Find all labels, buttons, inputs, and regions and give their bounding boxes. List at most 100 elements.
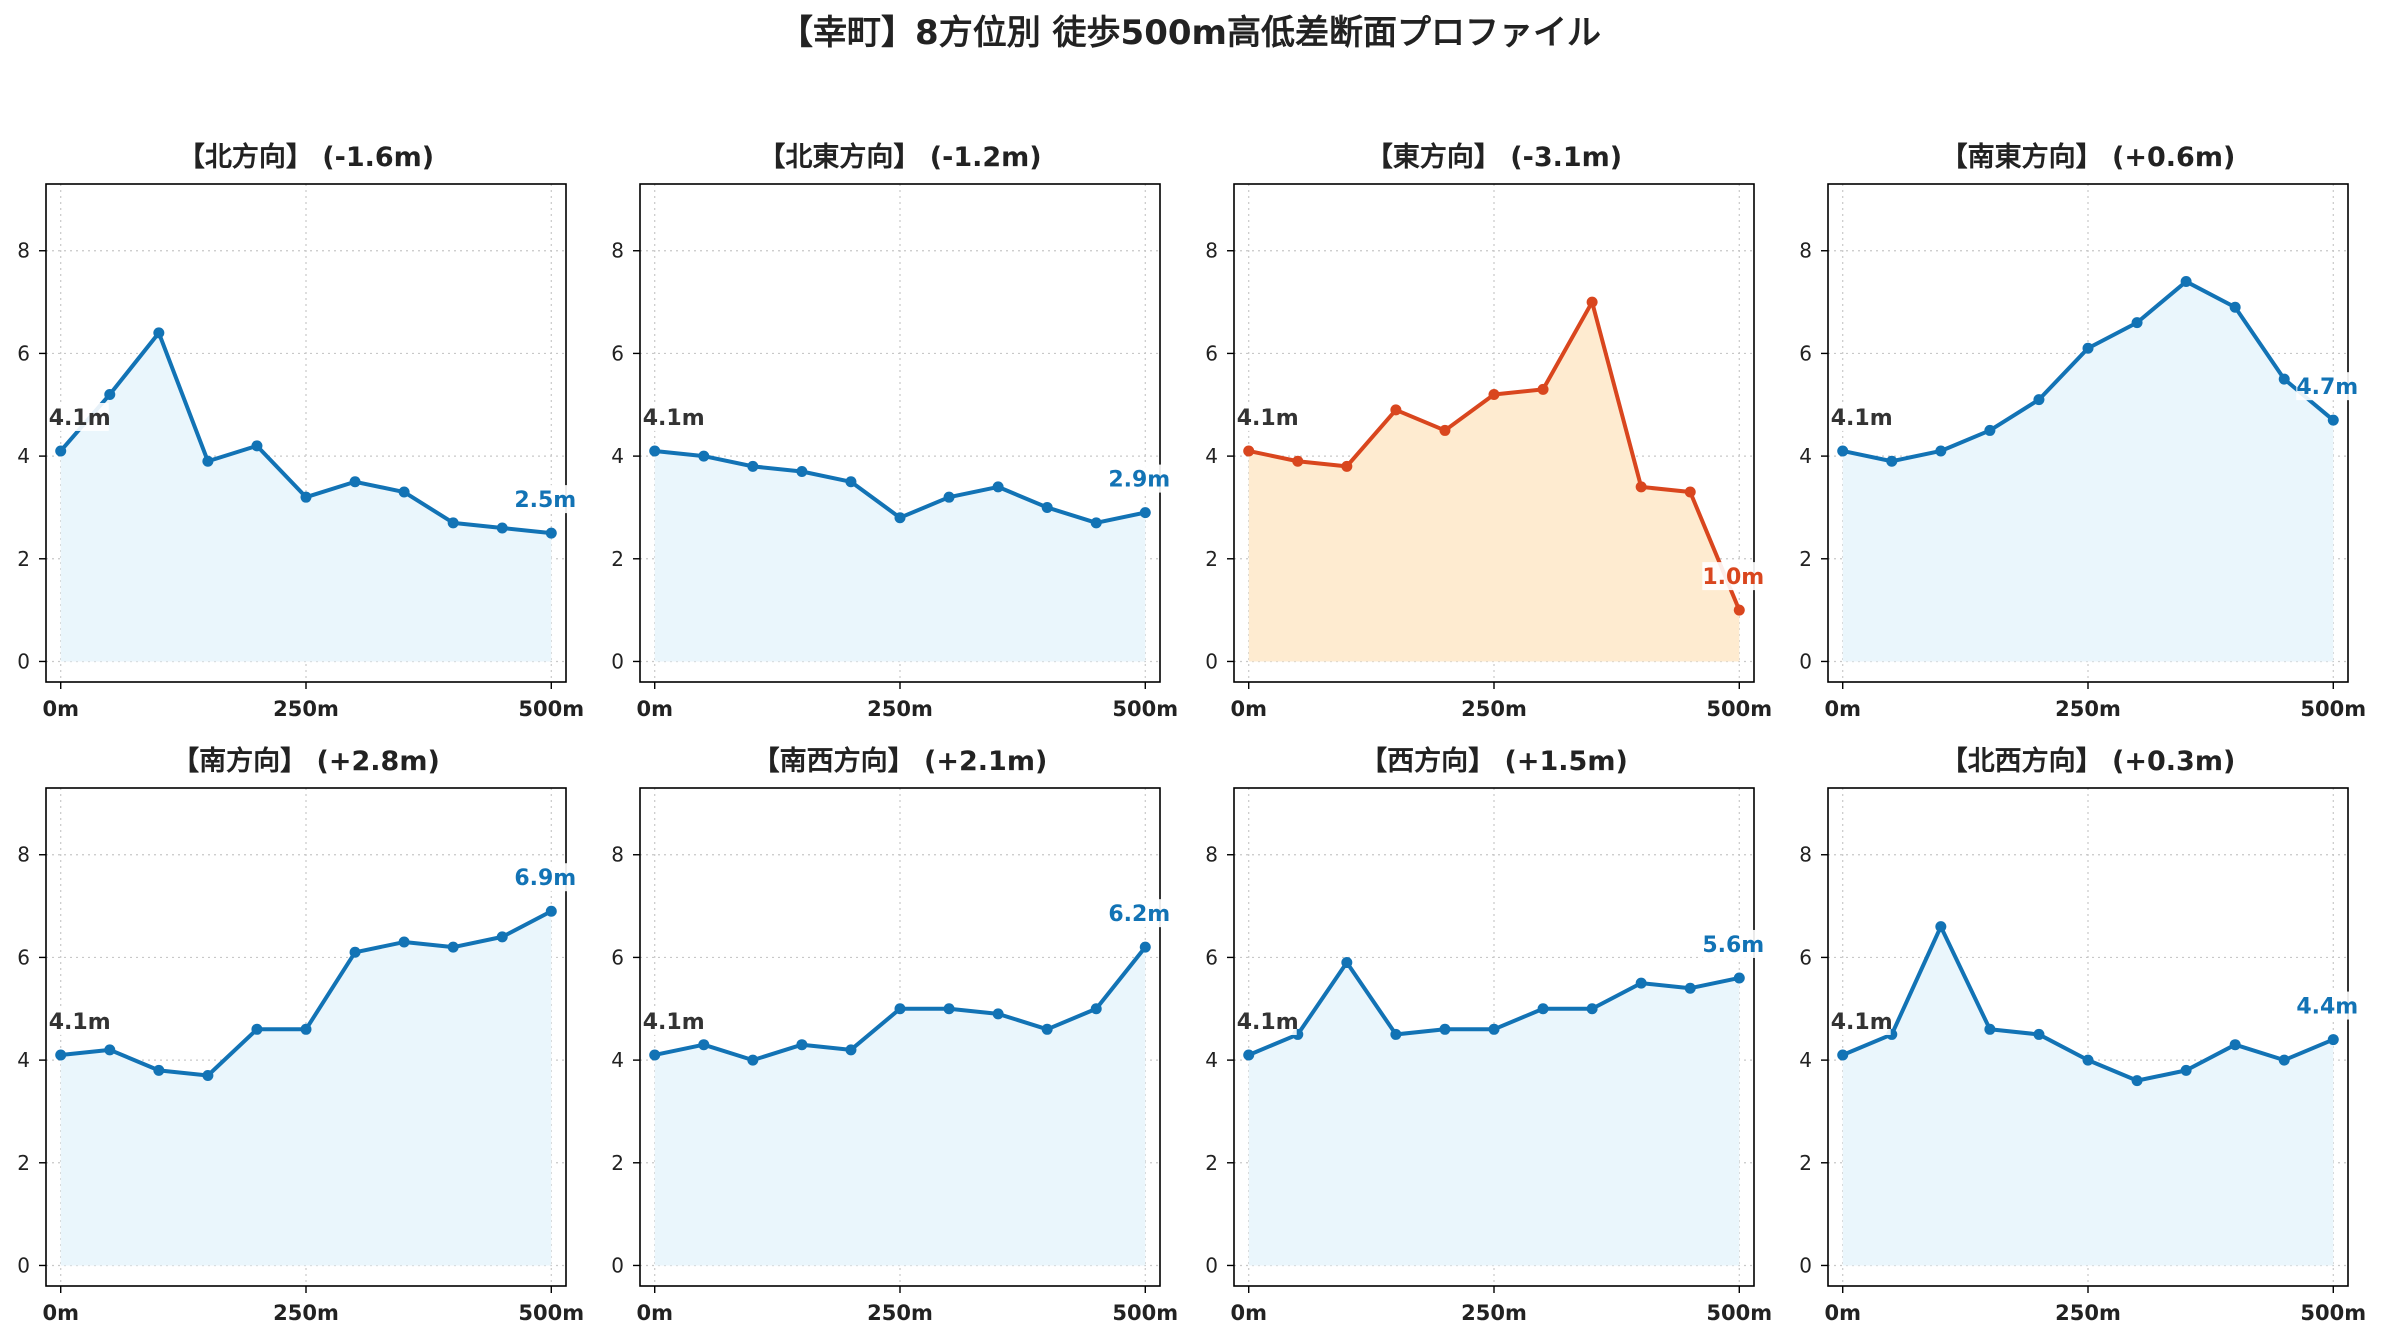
end-elevation-label: 2.5m bbox=[514, 488, 576, 513]
end-elevation-label: 1.0m bbox=[1702, 565, 1764, 590]
data-point bbox=[894, 512, 906, 524]
series-area bbox=[1248, 302, 1740, 662]
y-tick-label: 6 bbox=[1205, 341, 1218, 365]
data-point bbox=[1684, 486, 1696, 498]
data-point bbox=[796, 1039, 808, 1051]
y-tick-label: 2 bbox=[1205, 547, 1218, 571]
y-tick-label: 0 bbox=[17, 1253, 30, 1277]
y-tick-label: 4 bbox=[17, 1048, 30, 1072]
data-point bbox=[447, 941, 459, 953]
data-point bbox=[1090, 517, 1102, 529]
data-point bbox=[1439, 1023, 1451, 1035]
data-point bbox=[1292, 455, 1304, 467]
data-point bbox=[1439, 424, 1451, 436]
chart-panel-8: 【北西方向】 (+0.3m) 0 2 4 6 8 0m 250m 500m 4.1m 4.4m bbox=[1799, 745, 2366, 1325]
y-tick-label: 2 bbox=[1799, 547, 1812, 571]
x-tick-label: 250m bbox=[273, 1301, 339, 1325]
data-point bbox=[2082, 342, 2094, 354]
data-point bbox=[845, 1044, 857, 1056]
chart-panel-7: 【西方向】 (+1.5m) 0 2 4 6 8 0m 250m 500m 4.1m 5.6m bbox=[1205, 745, 1772, 1325]
end-label-bg bbox=[2296, 372, 2359, 401]
data-point bbox=[1390, 404, 1402, 416]
y-tick-label: 6 bbox=[17, 341, 30, 365]
data-point bbox=[153, 1064, 165, 1076]
end-label-bg bbox=[1108, 899, 1171, 928]
y-tick-label: 2 bbox=[17, 547, 30, 571]
x-tick-label: 250m bbox=[867, 697, 933, 721]
chart-panel-1: 【北方向】 (-1.6m) 0 2 4 6 8 0m 250m 500m 4.1m 2.5m bbox=[17, 141, 584, 721]
y-tick-label: 2 bbox=[611, 547, 624, 571]
data-point bbox=[1041, 1023, 1053, 1035]
end-elevation-label: 6.9m bbox=[514, 866, 576, 891]
y-tick-label: 0 bbox=[1205, 649, 1218, 673]
data-point bbox=[1984, 424, 1996, 436]
y-tick-label: 4 bbox=[611, 1048, 624, 1072]
y-tick-label: 6 bbox=[611, 341, 624, 365]
x-tick-label: 250m bbox=[273, 697, 339, 721]
start-label-bg bbox=[50, 402, 109, 431]
series-area bbox=[60, 911, 552, 1266]
data-point bbox=[104, 388, 116, 400]
data-point bbox=[2229, 301, 2241, 313]
data-point bbox=[1837, 445, 1849, 457]
panel-title: 【北方向】 (-1.6m) bbox=[178, 141, 434, 173]
start-elevation-label: 4.1m bbox=[1831, 406, 1893, 431]
data-point bbox=[649, 1049, 661, 1061]
end-elevation-label: 6.2m bbox=[1108, 902, 1170, 927]
start-elevation-label: 4.1m bbox=[643, 1010, 705, 1035]
data-point bbox=[943, 1003, 955, 1015]
figure-title: 【幸町】8方位別 徒歩500m高低差断面プロファイル bbox=[779, 13, 1601, 53]
y-tick-label: 6 bbox=[1205, 945, 1218, 969]
x-tick-label: 500m bbox=[2300, 697, 2366, 721]
data-point bbox=[104, 1044, 116, 1056]
x-tick-label: 0m bbox=[636, 697, 673, 721]
data-point bbox=[202, 1070, 214, 1082]
data-point bbox=[349, 476, 361, 488]
x-tick-label: 500m bbox=[1112, 697, 1178, 721]
data-point bbox=[2033, 1028, 2045, 1040]
start-elevation-label: 4.1m bbox=[1237, 1010, 1299, 1035]
data-point bbox=[1837, 1049, 1849, 1061]
data-point bbox=[2180, 1064, 2192, 1076]
data-point bbox=[349, 946, 361, 958]
y-tick-label: 0 bbox=[611, 649, 624, 673]
data-point bbox=[2131, 1075, 2143, 1087]
data-point bbox=[2229, 1039, 2241, 1051]
x-tick-label: 0m bbox=[636, 1301, 673, 1325]
data-point bbox=[1139, 507, 1151, 519]
data-point bbox=[1390, 1028, 1402, 1040]
data-point bbox=[398, 936, 410, 948]
data-point bbox=[1341, 460, 1353, 472]
data-point bbox=[2131, 317, 2143, 329]
y-tick-label: 2 bbox=[1799, 1151, 1812, 1175]
data-point bbox=[2278, 373, 2290, 385]
end-elevation-label: 5.6m bbox=[1702, 933, 1764, 958]
series-area bbox=[1842, 926, 2334, 1266]
data-point bbox=[1041, 501, 1053, 513]
x-tick-label: 500m bbox=[1706, 697, 1772, 721]
end-elevation-label: 2.9m bbox=[1108, 468, 1170, 493]
data-point bbox=[251, 440, 263, 452]
data-point bbox=[698, 1039, 710, 1051]
data-point bbox=[55, 445, 67, 457]
data-point bbox=[1886, 455, 1898, 467]
start-label-bg bbox=[1832, 402, 1891, 431]
data-point bbox=[1488, 1023, 1500, 1035]
series-area bbox=[654, 450, 1146, 662]
data-point bbox=[1733, 604, 1745, 616]
data-point bbox=[300, 1023, 312, 1035]
end-label-bg bbox=[1702, 929, 1765, 958]
end-label-bg bbox=[514, 863, 577, 892]
data-point bbox=[2327, 414, 2339, 426]
y-tick-label: 2 bbox=[17, 1151, 30, 1175]
chart-panel-5: 【南方向】 (+2.8m) 0 2 4 6 8 0m 250m 500m 4.1m 6.9m bbox=[17, 745, 584, 1325]
data-point bbox=[545, 527, 557, 539]
panel-title: 【南西方向】 (+2.1m) bbox=[753, 745, 1048, 777]
x-tick-label: 0m bbox=[1824, 697, 1861, 721]
data-point bbox=[1537, 1003, 1549, 1015]
data-point bbox=[1935, 921, 1947, 933]
data-point bbox=[747, 460, 759, 472]
end-elevation-label: 4.7m bbox=[2296, 375, 2358, 400]
panel-title: 【南方向】 (+2.8m) bbox=[172, 745, 440, 777]
